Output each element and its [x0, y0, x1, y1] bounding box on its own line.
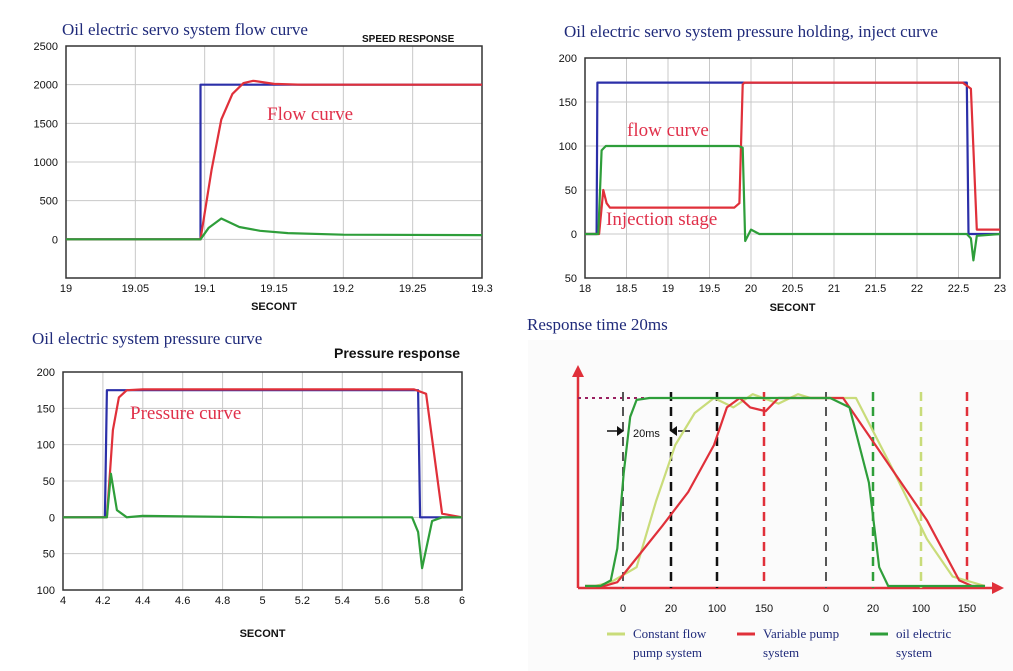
plot-frame: [62, 371, 463, 591]
chart-title-response: Response time 20ms: [527, 315, 668, 334]
y-tick-label: 50: [565, 273, 577, 285]
chart-title-pressure-holding: Oil electric servo system pressure holdi…: [564, 22, 938, 41]
x-tick-label: 19: [662, 283, 674, 295]
x-tick-label: 22: [911, 283, 923, 295]
y-tick-label: 50: [43, 549, 55, 561]
annotation-label: flow curve: [627, 120, 709, 141]
y-tick-label: 50: [43, 476, 55, 488]
x-tick-label: 20: [867, 603, 879, 615]
y-tick-label: 0: [52, 234, 58, 246]
dimension-arrow-icon: [670, 426, 677, 436]
x-tick-label: 150: [755, 603, 773, 615]
legend-label: Variable pump: [763, 626, 839, 641]
x-tick-label: 100: [708, 603, 726, 615]
y-tick-label: 0: [571, 229, 577, 241]
x-tick-label: 20: [745, 283, 757, 295]
x-tick-label: 19.3: [471, 283, 492, 295]
series-line-red: [66, 79, 482, 241]
plot-frame: [65, 45, 483, 279]
x-tick-label: 6: [459, 595, 465, 607]
annotation-label: Injection stage: [606, 209, 717, 230]
x-tick-label: 23: [994, 283, 1006, 295]
legend-label: Constant flow: [633, 626, 707, 641]
x-tick-label: 19: [60, 283, 72, 295]
x-tick-label: 19.5: [699, 283, 720, 295]
chart-subtitle-response: : 20mS: [678, 352, 734, 371]
series-line-green: [66, 217, 483, 241]
x-tick-label: 100: [912, 603, 930, 615]
x-tick-label: 0: [823, 603, 829, 615]
x-tick-label: 18: [579, 283, 591, 295]
x-tick-label: 5.6: [375, 595, 390, 607]
x-tick-label: 4.2: [95, 595, 110, 607]
chart-subtitle-pressure: Pressure response: [334, 345, 461, 361]
legend-label: oil electric: [896, 626, 951, 641]
legend-label: system: [763, 645, 799, 660]
response-panel-bg: [528, 340, 1013, 671]
series-line-blue: [66, 83, 482, 241]
series-line-yellow: [585, 393, 986, 588]
series-line-blue: [585, 81, 1000, 236]
x-tick-label: 19.05: [122, 283, 150, 295]
y-tick-label: 2000: [34, 80, 58, 92]
chart-title-pressure: Oil electric system pressure curve: [32, 329, 263, 348]
x-tick-label: 19.15: [260, 283, 288, 295]
x-tick-label: 4.6: [175, 595, 190, 607]
x-tick-label: 19.25: [399, 283, 427, 295]
series-line-red: [585, 396, 985, 588]
series-line-green: [585, 396, 985, 588]
y-tick-label: 150: [559, 97, 577, 109]
x-tick-label: 20.5: [782, 283, 803, 295]
y-tick-label: 100: [37, 440, 55, 452]
x-tick-label: 5.8: [414, 595, 429, 607]
series-line-green: [585, 144, 1001, 262]
x-tick-label: 5.2: [295, 595, 310, 607]
x-tick-label: 4.4: [135, 595, 150, 607]
annotation-label: Pressure curve: [130, 403, 241, 424]
x-axis-label: SECONT: [770, 302, 816, 314]
y-tick-label: 1500: [34, 118, 58, 130]
x-tick-label: 4: [60, 595, 66, 607]
series-line-red: [585, 81, 1000, 236]
y-tick-label: 200: [559, 53, 577, 65]
chart-subtitle-flow: SPEED RESPONSE: [362, 34, 455, 45]
dimension-arrow-icon: [617, 426, 624, 436]
legend-label: pump system: [633, 645, 702, 660]
chart-title-flow: Oil electric servo system flow curve: [62, 20, 308, 39]
y-tick-label: 500: [40, 196, 58, 208]
x-tick-label: 21.5: [865, 283, 886, 295]
y-tick-label: 150: [37, 403, 55, 415]
x-tick-label: 150: [958, 603, 976, 615]
x-axis-label: SECONT: [240, 628, 286, 640]
series-line-red: [63, 388, 463, 519]
x-tick-label: 19.2: [333, 283, 354, 295]
y-tick-label: 200: [37, 367, 55, 379]
x-tick-label: 0: [620, 603, 626, 615]
x-axis-arrow-icon: [992, 582, 1004, 594]
x-tick-label: 5: [259, 595, 265, 607]
x-axis-label: SECONT: [251, 301, 297, 313]
plot-frame: [584, 57, 1001, 279]
y-tick-label: 1000: [34, 157, 58, 169]
y-tick-label: 100: [559, 141, 577, 153]
series-line-green: [63, 472, 462, 570]
x-tick-label: 4.8: [215, 595, 230, 607]
series-line-blue: [63, 389, 462, 519]
x-tick-label: 19.1: [194, 283, 215, 295]
y-tick-label: 50: [565, 185, 577, 197]
x-tick-label: 18.5: [616, 283, 637, 295]
y-axis-arrow-icon: [572, 365, 584, 377]
y-tick-label: 0: [49, 512, 55, 524]
x-tick-label: 5.4: [335, 595, 350, 607]
dimension-label: 20ms: [633, 428, 660, 440]
y-tick-label: 100: [37, 585, 55, 597]
x-tick-label: 21: [828, 283, 840, 295]
annotation-label: Flow curve: [267, 104, 353, 125]
x-tick-label: 22.5: [948, 283, 969, 295]
x-tick-label: 20: [665, 603, 677, 615]
y-tick-label: 2500: [34, 41, 58, 53]
legend-label: system: [896, 645, 932, 660]
